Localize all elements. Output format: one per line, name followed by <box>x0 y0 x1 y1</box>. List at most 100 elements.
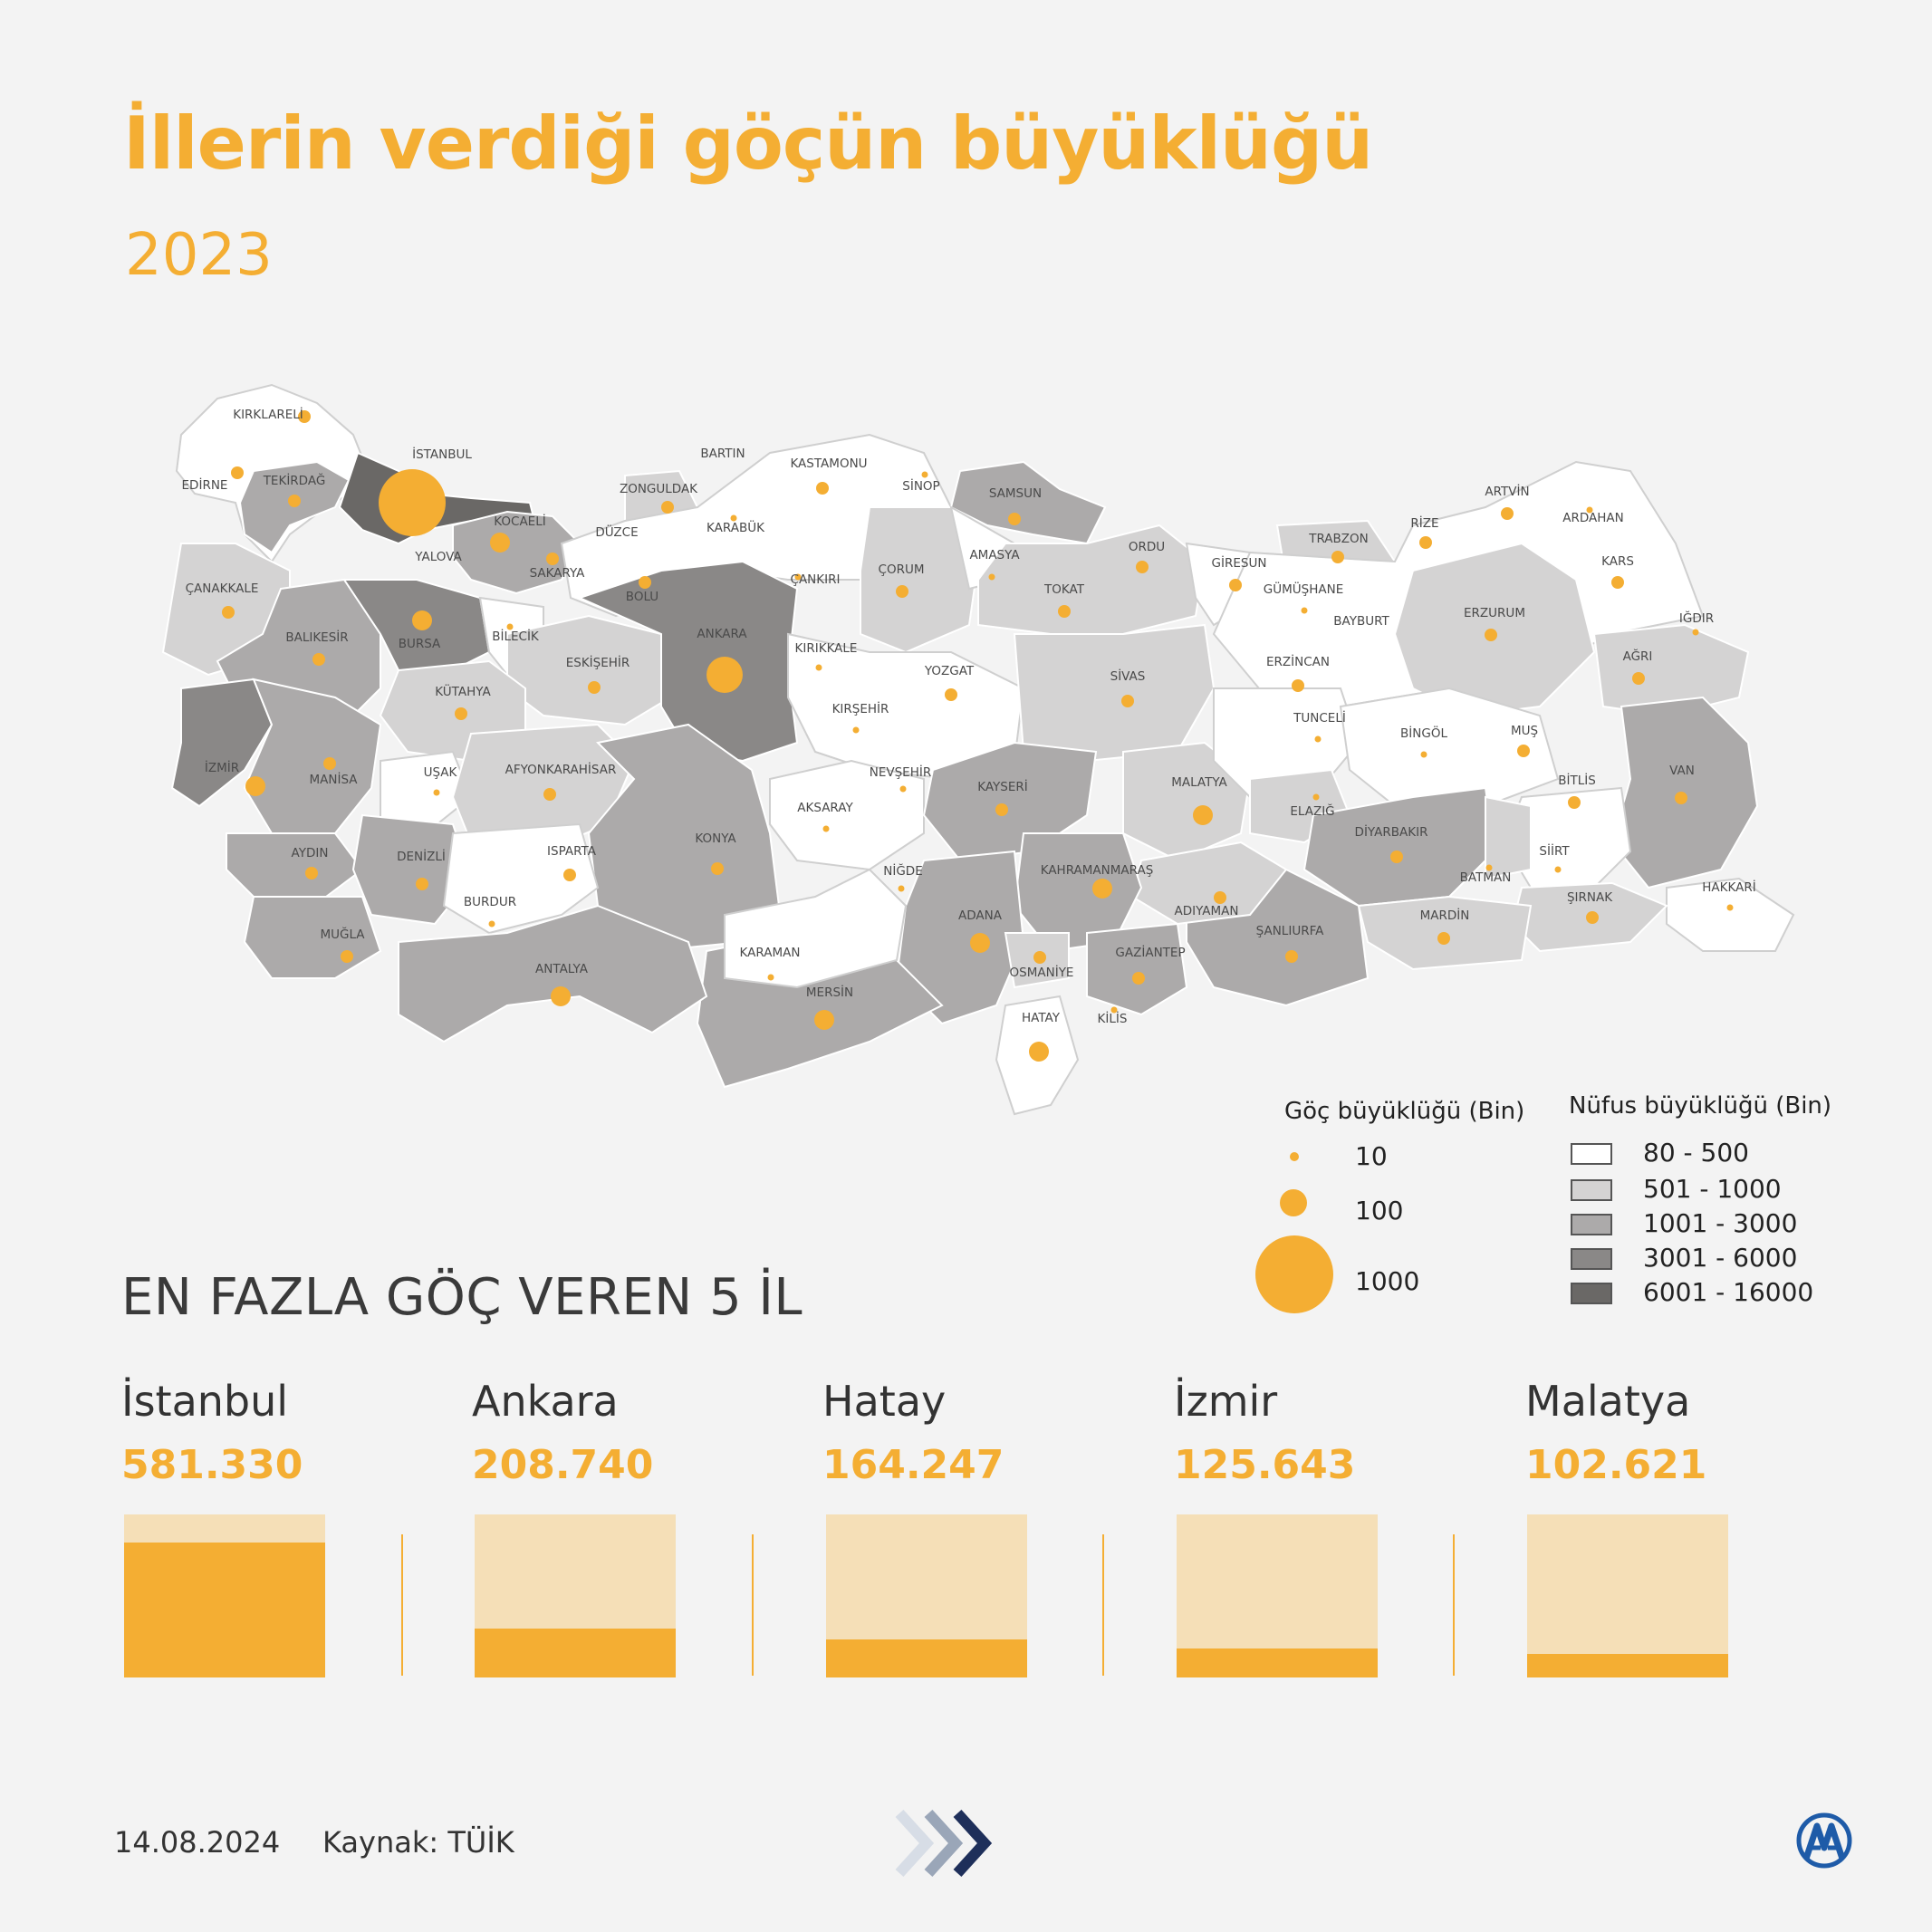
migration-dot <box>995 803 1008 816</box>
top5-value: 102.621 <box>1525 1442 1707 1488</box>
migration-dot <box>921 471 928 478</box>
province-label: ARDAHAN <box>1562 511 1624 525</box>
region-sivas <box>1013 623 1216 763</box>
top5-name: İzmir <box>1174 1377 1278 1426</box>
top5-bar-3 <box>826 1514 1027 1677</box>
province-label: ÇANKIRI <box>791 572 841 587</box>
region-aydin <box>226 832 364 898</box>
top5-bar-fill <box>1527 1653 1728 1677</box>
region-bingol-mus <box>1339 687 1560 807</box>
footer-date: 14.08.2024 <box>114 1825 281 1860</box>
migration-dot <box>1568 796 1581 809</box>
migration-dot <box>546 553 559 565</box>
region-tokat-ordu <box>977 524 1206 635</box>
province-label: AMASYA <box>969 548 1020 562</box>
province-label: SİNOP <box>902 477 939 494</box>
migration-dot <box>488 920 495 928</box>
migration-dot <box>433 789 440 796</box>
migration-dot <box>1029 1042 1049 1062</box>
province-label: BİLECİK <box>492 628 540 644</box>
top5-item-5: Malatya 102.621 <box>1525 1377 1761 1488</box>
migration-dot <box>1092 879 1112 899</box>
top5-bar-4 <box>1177 1514 1378 1677</box>
region-agri <box>1592 623 1750 717</box>
migration-dot <box>490 533 510 553</box>
migration-dot <box>661 501 674 514</box>
province-label: TEKİRDAĞ <box>263 472 326 488</box>
migration-dot <box>639 576 651 589</box>
chevron-arrows-icon <box>895 1809 993 1878</box>
page-title: İllerin verdiği göçün büyüklüğü <box>123 101 1373 186</box>
migration-dot <box>1292 679 1304 692</box>
top5-bar-1 <box>124 1514 325 1677</box>
province-labels: KIRKLARELİ EDİRNE TEKİRDAĞ İSTANBUL KOCAELİ S… <box>182 406 1756 1026</box>
province-label: MALATYA <box>1171 775 1227 790</box>
region-denizli <box>351 813 473 926</box>
province-label: KAHRAMANMARAŞ <box>1041 863 1154 878</box>
top5-bar-fill <box>475 1629 676 1677</box>
migration-dot <box>1420 751 1427 758</box>
province-label: KÜTAHYA <box>435 683 491 699</box>
province-label: DÜZCE <box>595 524 638 540</box>
province-label: YOZGAT <box>924 664 975 678</box>
migration-dot <box>1110 1006 1118 1014</box>
migration-dot <box>379 469 446 536</box>
top5-name: Hatay <box>822 1377 947 1426</box>
legend-pop-label-2: 501 - 1000 <box>1643 1174 1782 1204</box>
migration-dot <box>1314 735 1322 743</box>
migration-dot <box>1586 911 1599 924</box>
migration-dot <box>323 757 336 770</box>
province-label: AYDIN <box>292 846 329 860</box>
migration-dot <box>341 950 353 963</box>
top5-value: 125.643 <box>1174 1442 1356 1488</box>
migration-dot <box>1301 607 1308 614</box>
migration-dot <box>852 726 860 734</box>
province-label: DİYARBAKIR <box>1355 823 1428 840</box>
top5-value: 164.247 <box>822 1442 1004 1488</box>
province-label: DENİZLİ <box>397 848 446 864</box>
separator <box>1453 1534 1455 1676</box>
region-diyarbakir <box>1302 786 1496 908</box>
migration-dot <box>305 867 318 879</box>
top5-name: İstanbul <box>121 1377 289 1426</box>
province-label: KAYSERİ <box>977 778 1028 794</box>
legend-dot-100 <box>1280 1189 1307 1216</box>
province-label: ÇANAKKALE <box>186 582 259 596</box>
province-label: BAYBURT <box>1333 614 1389 629</box>
region-karaman-nigde <box>724 868 908 989</box>
province-label: ELAZIĞ <box>1290 803 1334 819</box>
province-label: BATMAN <box>1460 870 1512 885</box>
province-label: ESKİŞEHİR <box>566 654 630 670</box>
migration-dot <box>312 653 325 666</box>
migration-dot <box>506 623 514 630</box>
province-label: ZONGULDAK <box>620 482 698 496</box>
top5-item-1: İstanbul 581.330 <box>121 1377 357 1488</box>
top5-heading: EN FAZLA GÖÇ VEREN 5 İL <box>121 1268 803 1327</box>
province-label: AĞRI <box>1623 648 1653 664</box>
legend-swatch-3001-6000 <box>1571 1248 1612 1270</box>
top5-bar-fill <box>1177 1648 1378 1677</box>
migration-dot <box>222 606 235 619</box>
region-usak <box>380 750 473 835</box>
province-label: TRABZON <box>1308 532 1369 546</box>
migration-dot <box>1586 506 1593 514</box>
migration-dot <box>231 466 244 479</box>
top5-item-4: İzmir 125.643 <box>1174 1377 1409 1488</box>
migration-dot <box>706 657 743 693</box>
province-label: HAKKARİ <box>1702 879 1755 895</box>
province-label: ANKARA <box>697 627 747 641</box>
separator <box>1102 1534 1104 1676</box>
province-label: BİNGÖL <box>1400 725 1447 741</box>
province-label: ŞANLIURFA <box>1256 924 1324 938</box>
turkey-province-map: KIRKLARELİ EDİRNE TEKİRDAĞ İSTANBUL KOCAELİ S… <box>161 383 1795 1116</box>
year-subtitle: 2023 <box>125 222 273 289</box>
aa-logo-icon <box>1796 1812 1852 1869</box>
province-label: KARAMAN <box>740 946 801 960</box>
region-isparta-burdur <box>442 822 600 935</box>
migration-dot <box>898 885 905 892</box>
migration-dot <box>896 585 908 598</box>
top5-bar-5 <box>1527 1514 1728 1677</box>
migration-dot <box>815 664 822 671</box>
migration-dot <box>412 610 432 630</box>
province-label: KASTAMONU <box>790 457 867 471</box>
